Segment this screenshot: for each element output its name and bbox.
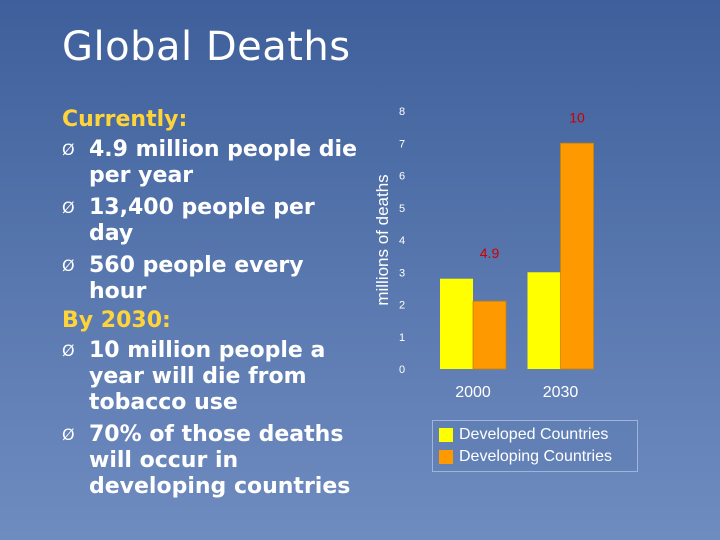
bullet-text: 10 million people a year will die from t… [89,338,326,415]
bullet-item-deaths-per-day: Ø 13,400 people per day [62,195,362,247]
legend-label-developed: Developed Countries [459,426,609,443]
data-label-2030: 10 [569,109,585,125]
y-tick-label: 6 [399,171,405,183]
bullet-text: 70% of those deaths will occur in develo… [89,422,351,499]
legend-swatch-developing [439,450,453,464]
bullet-arrow-icon: Ø [62,140,75,159]
bullet-list-2030: Ø 10 million people a year will die from… [62,338,362,500]
y-tick-label: 1 [399,332,405,344]
y-tick-label: 3 [399,267,405,279]
bar-developed-2030 [527,272,561,369]
bullet-arrow-icon: Ø [62,256,75,275]
y-tick-label: 8 [399,106,405,118]
currently-bullet-list: Ø 4.9 million people die per year Ø 13,4… [62,137,362,305]
content-text: Currently: Ø 4.9 million people die per … [62,106,362,500]
slide-title: Global Deaths [62,24,351,70]
bullet-item-10-million: Ø 10 million people a year will die from… [62,338,362,416]
bullet-text: 13,400 people per day [89,195,315,246]
chart-legend: Developed Countries Developing Countries [432,420,638,472]
bullet-arrow-icon: Ø [62,341,75,360]
bar-developed-2000 [440,278,473,369]
y-tick-label: 5 [399,203,405,215]
legend-label-developing: Developing Countries [459,448,612,465]
bar-developing-2030 [560,142,594,370]
bar-chart: 0 1 2 3 4 5 6 7 8 millions of deaths 2000 2030 4.9 10… [360,96,660,486]
bullet-arrow-icon: Ø [62,198,75,217]
legend-swatch-developed [439,428,453,442]
x-tick-label-2030: 2030 [543,384,579,401]
bullet-text: 4.9 million people die per year [89,137,358,188]
bullet-item-70-percent: Ø 70% of those deaths will occur in deve… [62,422,362,500]
data-label-2000: 4.9 [480,245,500,261]
y-tick-label: 4 [399,235,405,247]
x-tick-label-2000: 2000 [455,384,491,401]
y-axis-label: millions of deaths [373,174,392,305]
bullet-arrow-icon: Ø [62,425,75,444]
chart-plot-area: 0 1 2 3 4 5 6 7 8 millions of deaths 2000 2030 4.9 10 [373,106,594,401]
bullet-item-deaths-per-hour: Ø 560 people every hour [62,253,362,305]
y-tick-label: 0 [399,364,405,376]
bar-developing-2000 [472,300,507,370]
bullet-text: 560 people every hour [89,253,304,304]
y-tick-label: 2 [399,300,405,312]
bullet-item-deaths-per-year: Ø 4.9 million people die per year [62,137,362,189]
heading-currently: Currently: [62,107,188,132]
legend-item-developing: Developing Countries [439,447,612,467]
legend-item-developed: Developed Countries [439,425,608,445]
y-tick-label: 7 [399,138,405,150]
heading-2030: By 2030: [62,308,171,333]
